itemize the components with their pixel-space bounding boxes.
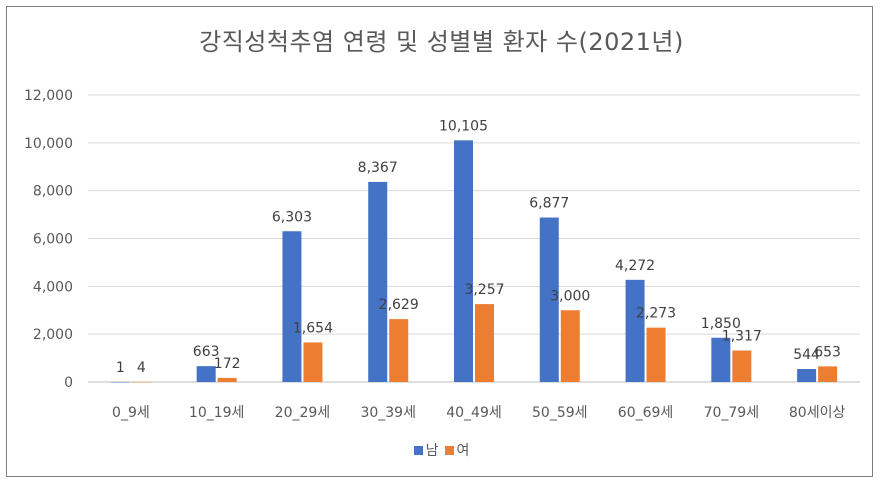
bar-female: [131, 381, 151, 383]
legend-label-male: 남: [425, 443, 439, 459]
y-tick-label: 0: [64, 375, 73, 391]
legend-label-female: 여: [456, 443, 470, 459]
legend-item-female: 여: [444, 440, 470, 460]
legend-swatch-female: [444, 445, 454, 455]
data-label: 6,303: [272, 209, 312, 225]
y-tick-label: 2,000: [33, 327, 73, 343]
data-label: 2,273: [636, 306, 676, 322]
data-label: 2,629: [379, 297, 419, 313]
bar-male: [110, 381, 130, 383]
bar-male: [711, 337, 731, 382]
x-tick-label: 20_29세: [275, 405, 331, 421]
bar-female: [475, 304, 494, 382]
x-tick-label: 0_9세: [112, 405, 150, 421]
bar-male: [797, 368, 817, 382]
data-label: 8,367: [358, 160, 398, 176]
bar-male: [368, 181, 388, 382]
y-tick-label: 8,000: [33, 184, 73, 200]
bar-male: [625, 279, 645, 382]
bar-female: [732, 350, 752, 382]
data-label: 172: [214, 356, 241, 372]
bar-male: [196, 366, 216, 382]
legend-item-male: 남: [413, 440, 439, 460]
x-tick-label: 60_69세: [618, 405, 674, 421]
data-label: 663: [193, 344, 220, 360]
x-tick-label: 40_49세: [446, 405, 502, 421]
bar-female: [303, 342, 323, 382]
data-label: 544: [793, 347, 820, 363]
x-tick-label: 50_59세: [532, 405, 588, 421]
bar-male: [454, 140, 473, 382]
x-tick-label: 70_79세: [704, 405, 760, 421]
bar-female: [646, 327, 666, 382]
data-label: 1,317: [722, 329, 762, 345]
y-tick-label: 6,000: [33, 232, 73, 248]
data-label: 10,105: [439, 118, 488, 134]
y-tick-label: 4,000: [33, 279, 73, 295]
bar-male: [282, 231, 302, 382]
data-label: 1,850: [701, 316, 741, 332]
data-label: 3,257: [464, 282, 504, 298]
data-label: 3,000: [550, 288, 590, 304]
legend-swatch-male: [413, 445, 423, 455]
data-label: 653: [814, 344, 841, 360]
data-label: 4: [137, 360, 146, 376]
data-label: 1: [116, 360, 125, 376]
x-tick-label: 80세이상: [789, 405, 846, 421]
chart-title: 강직성척추염 연령 및 성별별 환자 수(2021년): [199, 28, 684, 56]
chart-frame: [6, 6, 873, 477]
y-tick-label: 10,000: [24, 136, 73, 152]
data-label: 6,877: [529, 196, 569, 212]
bar-male: [539, 217, 559, 382]
bar-female: [389, 319, 409, 382]
legend: 남 여: [0, 440, 883, 460]
data-label: 4,272: [615, 258, 655, 274]
bar-female: [217, 377, 237, 382]
y-tick-label: 12,000: [24, 88, 73, 104]
bar-female: [560, 310, 580, 382]
bar-female: [818, 366, 838, 382]
x-tick-label: 10_19세: [189, 405, 245, 421]
x-tick-label: 30_39세: [360, 405, 416, 421]
data-label: 1,654: [293, 320, 333, 336]
